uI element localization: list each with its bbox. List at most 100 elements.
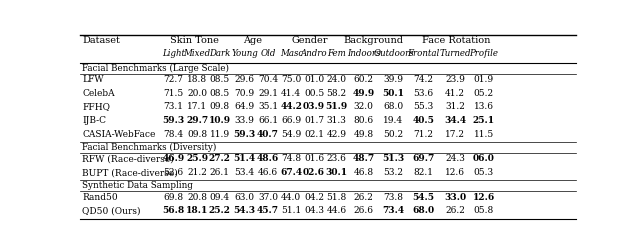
Text: 05.8: 05.8 [474, 206, 494, 215]
Text: 70.9: 70.9 [235, 89, 255, 98]
Text: RFW (Race-diverse): RFW (Race-diverse) [83, 154, 174, 163]
Text: Mixed: Mixed [184, 49, 211, 58]
Text: 52.6: 52.6 [164, 168, 184, 177]
Text: 06.0: 06.0 [473, 154, 495, 163]
Text: Young: Young [231, 49, 258, 58]
Text: 70.4: 70.4 [258, 75, 278, 84]
Text: 30.1: 30.1 [325, 168, 348, 177]
Text: 33.9: 33.9 [235, 116, 255, 125]
Text: 25.1: 25.1 [473, 116, 495, 125]
Text: 24.3: 24.3 [445, 154, 465, 163]
Text: 05.3: 05.3 [474, 168, 494, 177]
Text: Rand50: Rand50 [83, 193, 118, 202]
Text: 40.7: 40.7 [257, 130, 279, 139]
Text: 66.9: 66.9 [281, 116, 301, 125]
Text: Outdoors: Outdoors [373, 49, 414, 58]
Text: CASIA-WebFace: CASIA-WebFace [83, 130, 156, 139]
Text: 42.9: 42.9 [326, 130, 346, 139]
Text: 17.2: 17.2 [445, 130, 465, 139]
Text: 35.1: 35.1 [258, 102, 278, 112]
Text: 58.2: 58.2 [326, 89, 346, 98]
Text: 51.3: 51.3 [382, 154, 404, 163]
Text: 04.2: 04.2 [304, 193, 324, 202]
Text: Old: Old [260, 49, 276, 58]
Text: Indoors: Indoors [347, 49, 380, 58]
Text: 25.2: 25.2 [209, 206, 231, 215]
Text: 26.6: 26.6 [354, 206, 374, 215]
Text: 31.2: 31.2 [445, 102, 465, 112]
Text: 11.5: 11.5 [474, 130, 494, 139]
Text: 72.7: 72.7 [164, 75, 184, 84]
Text: Frontal: Frontal [407, 49, 439, 58]
Text: 27.2: 27.2 [209, 154, 231, 163]
Text: LFW: LFW [83, 75, 104, 84]
Text: FFHQ: FFHQ [83, 102, 111, 112]
Text: 59.3: 59.3 [163, 116, 185, 125]
Text: 29.1: 29.1 [258, 89, 278, 98]
Text: Turned: Turned [439, 49, 471, 58]
Text: 51.4: 51.4 [234, 154, 256, 163]
Text: 25.9: 25.9 [186, 154, 208, 163]
Text: 34.4: 34.4 [444, 116, 466, 125]
Text: 71.2: 71.2 [413, 130, 433, 139]
Text: Gender: Gender [291, 36, 328, 45]
Text: 23.9: 23.9 [445, 75, 465, 84]
Text: 09.8: 09.8 [210, 102, 230, 112]
Text: 44.0: 44.0 [281, 193, 301, 202]
Text: 54.3: 54.3 [234, 206, 256, 215]
Text: 82.1: 82.1 [413, 168, 433, 177]
Text: Background: Background [344, 36, 403, 45]
Text: 20.8: 20.8 [187, 193, 207, 202]
Text: 50.1: 50.1 [383, 89, 404, 98]
Text: 60.2: 60.2 [354, 75, 374, 84]
Text: 59.3: 59.3 [234, 130, 256, 139]
Text: 71.5: 71.5 [164, 89, 184, 98]
Text: 41.4: 41.4 [281, 89, 301, 98]
Text: 31.3: 31.3 [326, 116, 346, 125]
Text: 20.0: 20.0 [187, 89, 207, 98]
Text: 68.0: 68.0 [383, 102, 404, 112]
Text: 41.2: 41.2 [445, 89, 465, 98]
Text: Masc: Masc [280, 49, 303, 58]
Text: 44.6: 44.6 [326, 206, 346, 215]
Text: 73.4: 73.4 [383, 206, 404, 215]
Text: 48.7: 48.7 [353, 154, 375, 163]
Text: 04.3: 04.3 [304, 206, 324, 215]
Text: 37.0: 37.0 [258, 193, 278, 202]
Text: Dark: Dark [209, 49, 230, 58]
Text: Facial Benchmarks (Large Scale): Facial Benchmarks (Large Scale) [83, 63, 230, 73]
Text: 53.6: 53.6 [413, 89, 433, 98]
Text: 46.6: 46.6 [258, 168, 278, 177]
Text: 01.0: 01.0 [304, 75, 324, 84]
Text: QD50 (Ours): QD50 (Ours) [83, 206, 141, 215]
Text: 21.2: 21.2 [187, 168, 207, 177]
Text: Fem: Fem [327, 49, 346, 58]
Text: 49.8: 49.8 [354, 130, 374, 139]
Text: 51.9: 51.9 [325, 102, 348, 112]
Text: Skin Tone: Skin Tone [170, 36, 218, 45]
Text: 12.6: 12.6 [445, 168, 465, 177]
Text: 09.8: 09.8 [187, 130, 207, 139]
Text: 46.9: 46.9 [163, 154, 185, 163]
Text: Dataset: Dataset [83, 36, 120, 45]
Text: 05.2: 05.2 [474, 89, 494, 98]
Text: 48.6: 48.6 [257, 154, 279, 163]
Text: 13.6: 13.6 [474, 102, 493, 112]
Text: 26.1: 26.1 [210, 168, 230, 177]
Text: 45.7: 45.7 [257, 206, 279, 215]
Text: 29.6: 29.6 [235, 75, 255, 84]
Text: 18.8: 18.8 [187, 75, 207, 84]
Text: Profile: Profile [469, 49, 499, 58]
Text: Facial Benchmarks (Diversity): Facial Benchmarks (Diversity) [83, 143, 217, 152]
Text: IJB-C: IJB-C [83, 116, 106, 125]
Text: 08.5: 08.5 [210, 89, 230, 98]
Text: 63.0: 63.0 [235, 193, 255, 202]
Text: 10.9: 10.9 [209, 116, 231, 125]
Text: 12.6: 12.6 [472, 193, 495, 202]
Text: 55.3: 55.3 [413, 102, 433, 112]
Text: 26.2: 26.2 [354, 193, 374, 202]
Text: 54.9: 54.9 [281, 130, 301, 139]
Text: 80.6: 80.6 [354, 116, 374, 125]
Text: 44.2: 44.2 [280, 102, 302, 112]
Text: 78.4: 78.4 [164, 130, 184, 139]
